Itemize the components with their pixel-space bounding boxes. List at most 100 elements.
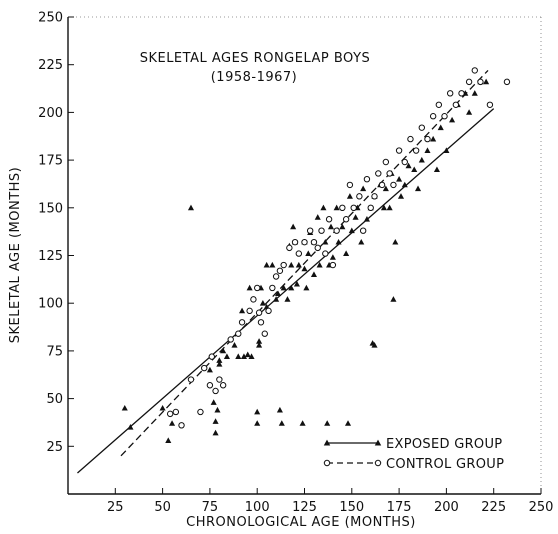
exposed-group-point	[244, 351, 251, 358]
exposed-group-point	[466, 109, 473, 115]
exposed-group-point	[433, 166, 440, 173]
exposed-group-point	[216, 357, 223, 363]
control-group-point	[314, 244, 321, 252]
axis-ticks: 25 50 75 100 125 150 175 200 225 250 25 50 75 100 125 1…	[38, 11, 553, 516]
y-tick-label: 175	[38, 154, 63, 169]
control-group-point	[395, 147, 403, 154]
control-group-point	[446, 90, 454, 97]
control-group-point	[477, 78, 484, 86]
control-group-point	[452, 101, 460, 108]
y-tick-label: 25	[46, 440, 63, 455]
control-group-point	[356, 193, 363, 200]
control-group-point	[246, 307, 253, 315]
exposed-group-point	[471, 90, 478, 96]
exposed-group-point	[401, 181, 408, 188]
exposed-group-point	[280, 284, 287, 291]
exposed-group-point	[437, 124, 444, 131]
exposed-group-point	[303, 284, 310, 291]
exposed-group-point	[449, 116, 456, 123]
exposed-group-point	[382, 185, 389, 192]
control-group-point	[471, 67, 478, 74]
control-group-point	[424, 135, 431, 143]
control-group-point	[306, 227, 314, 234]
exposed-group-point	[223, 353, 230, 360]
data-points	[121, 67, 511, 443]
exposed-group-legend-label: EXPOSED GROUP	[386, 437, 502, 452]
exposed-group-point	[295, 261, 302, 268]
exposed-group-point	[127, 424, 134, 430]
exposed-group-point	[443, 147, 450, 153]
exposed-group-point	[363, 216, 370, 222]
control-group-point	[322, 250, 329, 257]
exposed-group-point	[169, 420, 176, 426]
y-tick-label: 125	[38, 249, 63, 264]
exposed-group-point	[165, 437, 172, 443]
control-group-point	[255, 309, 263, 316]
control-group-point	[197, 408, 204, 416]
control-group-point	[367, 204, 374, 212]
legend-circle-marker	[374, 459, 382, 467]
control-group-point	[407, 135, 414, 143]
exposed-group-point	[269, 261, 276, 268]
exposed-group-point	[344, 420, 352, 426]
x-tick-label: 125	[292, 500, 317, 515]
control-group-point	[329, 261, 337, 269]
control-group-point	[435, 101, 443, 108]
chart-subtitle: (1958-1967)	[211, 70, 298, 85]
control-group-point	[382, 158, 390, 166]
control-group-point	[257, 319, 265, 326]
exposed-group-point	[273, 296, 280, 302]
control-group-point	[429, 113, 437, 120]
y-tick-label: 150	[38, 201, 63, 216]
exposed-group-point	[231, 341, 238, 348]
control-group-point	[166, 410, 174, 418]
control-group-point	[269, 284, 276, 292]
exposed-group-point	[314, 214, 321, 220]
control-group-point	[172, 408, 180, 416]
control-group-point	[339, 204, 346, 212]
exposed-group-point	[212, 429, 219, 436]
y-tick-label: 75	[46, 344, 63, 359]
exposed-group-point	[256, 341, 263, 348]
exposed-group-point	[301, 265, 308, 272]
exposed-group-point	[206, 366, 213, 373]
exposed-group-point	[392, 238, 399, 245]
control-group-point	[310, 238, 318, 246]
exposed-group-point	[418, 156, 425, 163]
x-tick-label: 25	[107, 500, 124, 515]
control-group-point	[359, 227, 367, 234]
control-group-point	[378, 181, 386, 189]
control-group-point	[441, 113, 448, 120]
control-group-point	[261, 330, 268, 337]
exposed-group-point	[299, 420, 306, 426]
control-group-point	[238, 319, 246, 326]
exposed-group-point	[248, 353, 255, 360]
exposed-group-point	[371, 341, 378, 348]
control-group-point	[291, 238, 299, 246]
control-group-fit-line	[120, 69, 489, 457]
y-tick-label: 250	[38, 11, 63, 26]
control-group-point	[375, 170, 382, 177]
exposed-group-point	[405, 162, 412, 169]
control-group-point	[418, 124, 426, 131]
x-tick-label: 200	[434, 500, 459, 515]
exposed-group-point	[305, 250, 312, 256]
x-tick-label: 175	[387, 500, 412, 515]
exposed-group-point	[210, 399, 217, 405]
exposed-group-point	[254, 408, 261, 415]
x-tick-label: 150	[339, 500, 364, 515]
exposed-group-point	[288, 261, 295, 268]
x-tick-label: 225	[481, 500, 506, 515]
exposed-group-point	[339, 223, 346, 230]
x-tick-label: 75	[202, 500, 219, 515]
control-group-point	[412, 147, 420, 154]
control-group-point	[371, 193, 378, 200]
exposed-group-point	[259, 300, 266, 306]
control-group-point	[301, 238, 308, 246]
control-group-point	[250, 296, 257, 303]
control-group-point	[318, 227, 325, 234]
control-group-point	[212, 387, 219, 395]
exposed-group-point	[327, 223, 335, 230]
exposed-group-point	[316, 261, 323, 268]
